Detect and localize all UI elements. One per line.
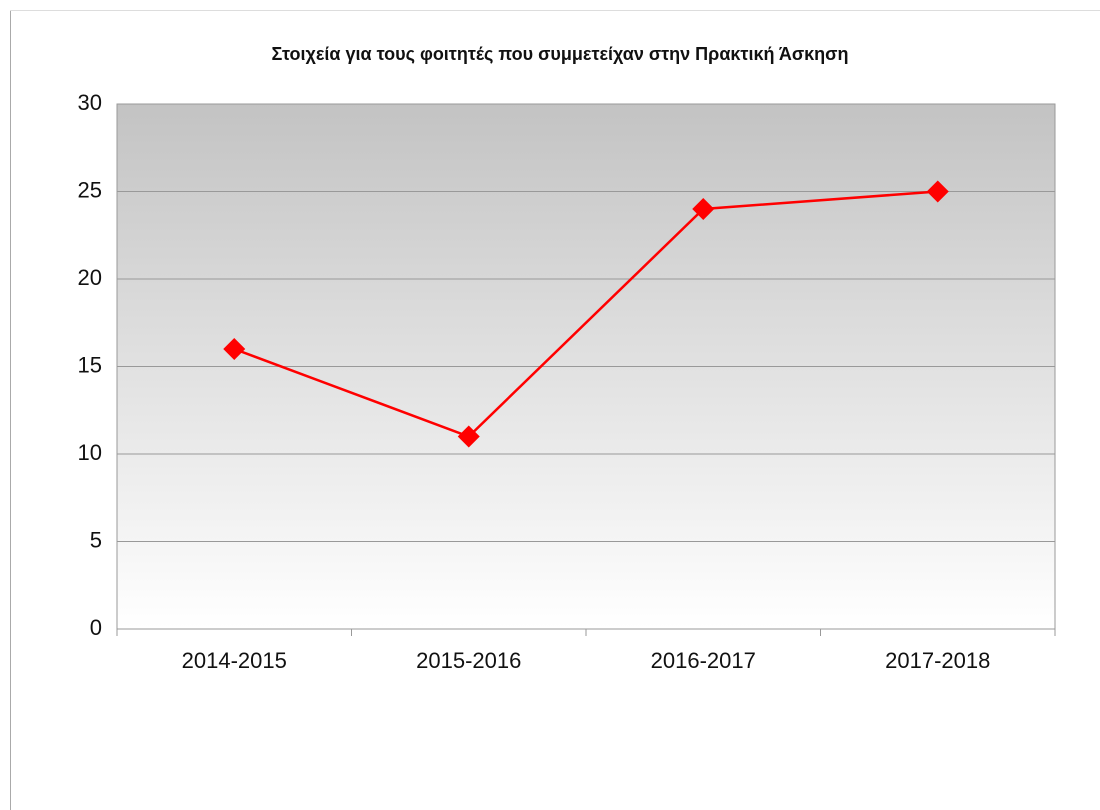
y-tick-label: 25 (78, 177, 102, 202)
marker (926, 180, 949, 203)
y-tick-label: 0 (90, 615, 102, 640)
y-tick-label: 30 (78, 90, 102, 115)
y-tick-label: 10 (78, 440, 102, 465)
y-tick-label: 5 (90, 527, 102, 552)
line (233, 190, 938, 438)
x-tick-label: 2017-2018 (885, 648, 990, 673)
chart-title: Στοιχεία για τους φοιτητές που συμμετείχ… (272, 44, 849, 64)
x-tick-label: 2014-2015 (182, 648, 287, 673)
marker (692, 198, 715, 220)
marker (457, 425, 480, 448)
x-tick-label: 2015-2016 (416, 648, 521, 673)
marker (223, 338, 246, 360)
y-tick-label: 15 (78, 352, 102, 377)
y-tick-label: 20 (78, 265, 102, 290)
x-tick-label: 2016-2017 (651, 648, 756, 673)
